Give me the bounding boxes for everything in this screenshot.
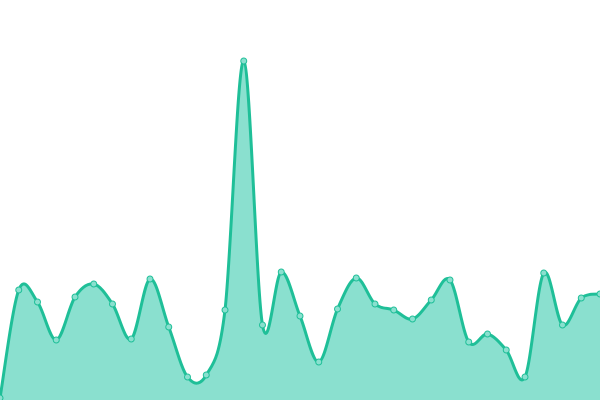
data-point-8 [146,275,154,283]
data-point-29 [540,269,548,277]
data-point-0 [0,394,4,400]
data-point-7 [127,335,135,343]
data-point-22 [409,315,416,323]
data-point-10 [184,373,191,381]
data-point-19 [352,274,360,282]
data-point-11 [202,371,210,379]
data-point-13 [240,57,248,65]
data-markers [0,57,600,400]
data-point-18 [334,305,341,313]
data-point-3 [52,336,60,344]
data-point-9 [165,323,173,331]
data-point-26 [484,330,491,338]
data-point-27 [502,346,510,354]
data-point-20 [371,300,379,308]
data-point-4 [71,293,79,301]
data-point-6 [109,300,116,308]
data-point-15 [277,268,285,276]
data-point-31 [577,294,585,302]
data-point-21 [390,306,398,314]
data-point-28 [521,373,529,381]
data-point-16 [296,312,304,320]
data-point-17 [315,358,323,366]
area-fill [0,60,600,400]
data-point-24 [446,276,454,284]
data-point-2 [34,298,41,306]
data-point-23 [427,296,435,304]
data-point-30 [559,321,566,329]
data-point-12 [221,306,229,314]
data-point-1 [15,286,23,294]
data-point-14 [259,321,266,329]
data-point-25 [465,338,473,346]
data-point-5 [90,280,98,288]
data-point-32 [596,290,600,298]
